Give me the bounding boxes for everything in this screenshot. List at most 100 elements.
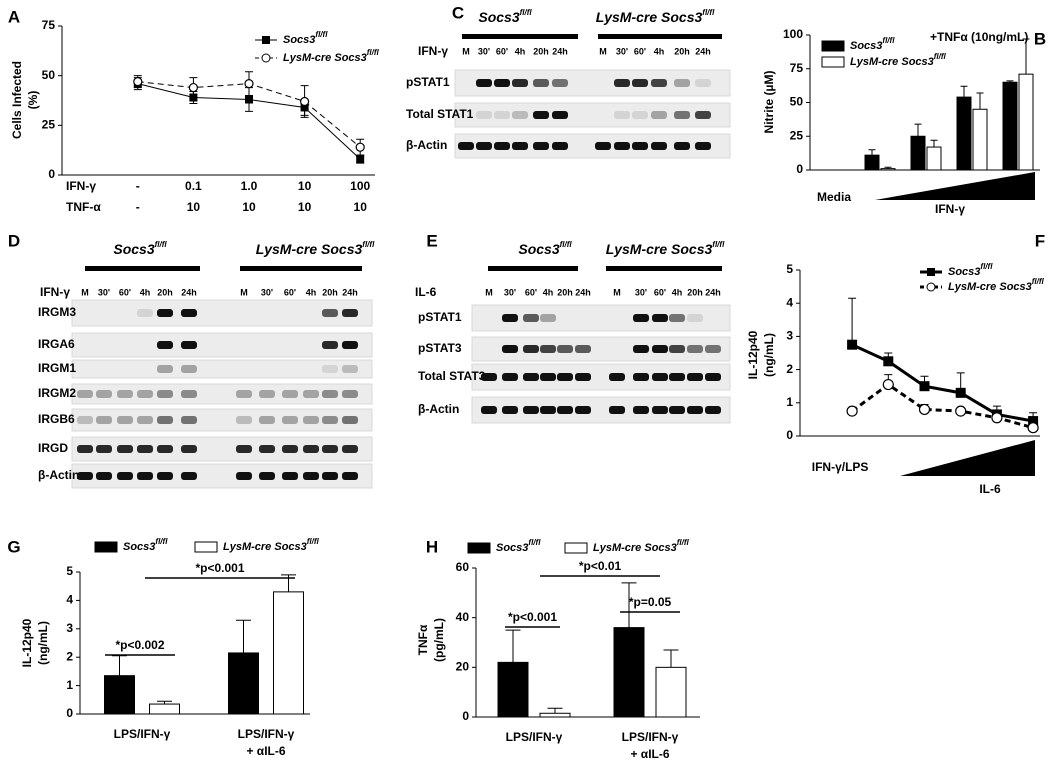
band [669, 345, 685, 353]
legend-label-main: Socs3 [283, 34, 315, 46]
lane-label: 60' [654, 287, 666, 297]
lane-label: 20h [533, 46, 549, 56]
bar [956, 96, 972, 171]
point [1028, 416, 1039, 427]
point [300, 96, 310, 107]
band [322, 416, 338, 424]
lane-label: 60' [525, 287, 537, 297]
band [157, 445, 173, 453]
legend-label: LysM-cre Socs3fl/fl [948, 277, 1045, 293]
row-label: β-Actin [38, 468, 79, 482]
band [157, 472, 173, 480]
band [632, 111, 648, 119]
y-tick-label: 25 [790, 128, 804, 142]
band [342, 341, 358, 349]
band [157, 390, 173, 398]
dose-ramp [875, 172, 1035, 200]
lane-label: 24h [552, 46, 568, 56]
band [652, 406, 668, 414]
group-header: LysM-cre Socs3fl/fl [596, 8, 715, 25]
row-label: IRGA6 [38, 337, 75, 351]
band [117, 416, 133, 424]
bar [926, 146, 942, 171]
panel-letter: A [8, 7, 20, 26]
x-row-value: 10 [298, 179, 312, 193]
band [303, 472, 319, 480]
legend-label-sup: fl/fl [980, 262, 993, 271]
y-tick-label: 5 [66, 564, 73, 578]
y-tick-label: 0 [48, 167, 55, 181]
band [669, 314, 685, 322]
blot-strip [71, 359, 373, 379]
error-bar [236, 619, 251, 653]
x-row-label: IFN-γ [66, 179, 96, 193]
lane-label: 4h [543, 287, 554, 297]
band [557, 345, 573, 353]
band [512, 79, 528, 87]
lane-label: 20h [674, 46, 690, 56]
band [342, 309, 358, 317]
band [494, 142, 510, 150]
y-tick-label: 0 [66, 706, 73, 720]
band [303, 390, 319, 398]
lane-label: 30' [478, 46, 490, 56]
bar [972, 108, 988, 171]
panel-letter: G [7, 537, 20, 556]
lane-label: 20h [557, 287, 573, 297]
band [687, 406, 703, 414]
y-axis-label: TNFα [416, 624, 430, 655]
band [96, 416, 112, 424]
legend-label-main: Socs3 [496, 542, 528, 554]
band [181, 472, 197, 480]
row-label: IRGM1 [38, 361, 76, 375]
point [245, 95, 253, 104]
band [533, 79, 549, 87]
annotation: +TNFα (10ng/mL) [930, 30, 1028, 44]
group-header-main: Socs3 [113, 241, 154, 257]
legend-label: Socs3fl/fl [496, 538, 541, 554]
legend-label: LysM-cre Socs3fl/fl [593, 538, 690, 554]
legend-label-sup: fl/fl [934, 52, 947, 61]
band [533, 111, 549, 119]
band [458, 142, 474, 150]
band [632, 142, 648, 150]
y-tick-label: 1 [66, 678, 73, 692]
row-label: IRGB6 [38, 412, 75, 426]
group-header-main: Socs3 [478, 9, 519, 25]
x-tick-label: + αIL-6 [630, 747, 669, 761]
legend-label-sup: fl/fl [677, 538, 690, 547]
row-label: IRGD [38, 441, 68, 455]
band [674, 111, 690, 119]
y-tick-label: 100 [783, 27, 803, 41]
legend-swatch [564, 542, 588, 554]
x-tick-label: LPS/IFN-γ [238, 727, 295, 741]
bar [910, 135, 926, 171]
band [282, 390, 298, 398]
x-tick-label: Media [817, 190, 851, 204]
y-tick-label: 1 [786, 395, 793, 409]
y-axis-label: (ng/mL) [36, 621, 50, 665]
band [674, 142, 690, 150]
y-tick-label: 75 [790, 61, 804, 75]
y-tick-label: 4 [786, 295, 793, 309]
point [882, 378, 894, 391]
lane-label: M [462, 46, 470, 56]
band [322, 309, 338, 317]
band [705, 406, 721, 414]
legend-marker [926, 282, 936, 292]
band [494, 79, 510, 87]
significance-label: *p<0.001 [508, 610, 557, 624]
band [540, 406, 556, 414]
band [502, 406, 518, 414]
band [651, 142, 667, 150]
legend-label-sup: fl/fl [315, 30, 328, 39]
band [687, 373, 703, 381]
row-label: pSTAT1 [418, 310, 462, 324]
legend-swatch [467, 542, 491, 554]
row-label: β-Actin [418, 402, 459, 416]
band [282, 416, 298, 424]
band [687, 345, 703, 353]
lane-label: 60' [119, 287, 131, 297]
legend-label-sup: fl/fl [367, 48, 380, 57]
y-axis-label: IL-12p40 [746, 330, 760, 379]
